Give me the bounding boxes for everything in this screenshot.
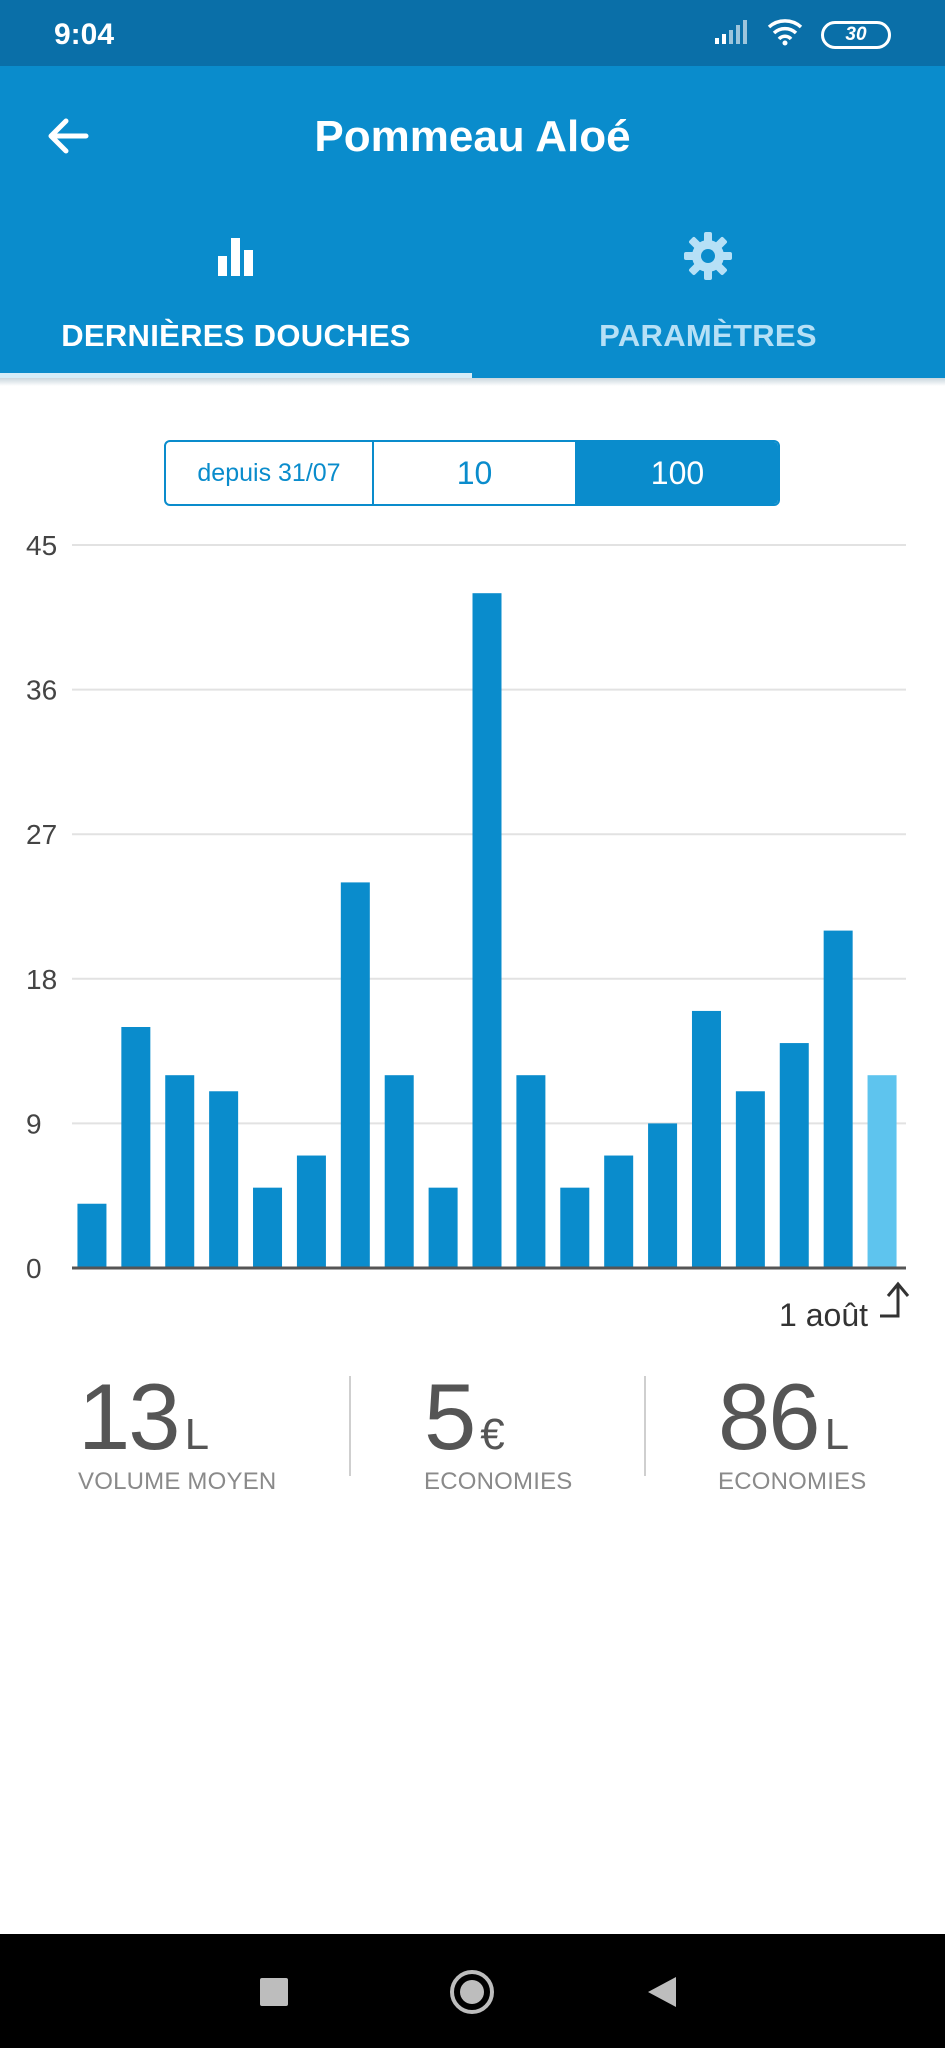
battery-icon: 30 [821,20,891,49]
arrow-left-icon [46,116,90,161]
gear-icon [682,230,734,287]
y-tick-label: 0 [26,1253,42,1284]
filter-last-10[interactable]: 10 [372,442,575,504]
stat-value: 86 [718,1364,821,1469]
tab-label: DERNIÈRES DOUCHES [61,318,411,353]
corner-arrow-icon [880,1281,910,1318]
status-icons: 30 [715,18,891,51]
y-tick-label: 36 [26,675,57,706]
chart-bar [735,1091,765,1268]
chart-bar [779,1043,809,1268]
stat-economies-euro: 5 € ECONOMIES [424,1370,572,1496]
tab-dernieres-douches[interactable]: DERNIÈRES DOUCHES [0,226,472,378]
chart-bar [253,1187,283,1268]
y-tick-label: 27 [26,819,57,850]
tab-parametres[interactable]: PARAMÈTRES [472,226,944,378]
stat-unit: € [480,1410,505,1459]
shower-volume-chart: 45 36 27 18 9 0 1 août [26,530,910,1333]
chart-bar [209,1091,239,1268]
home-circle-icon [449,1969,495,2020]
x-end-date-label: 1 août [779,1297,868,1333]
app-bar: Pommeau Aloé DERNIÈRES DOUCHES [0,66,945,378]
page-title: Pommeau Aloé [314,112,631,161]
filter-since-date[interactable]: depuis 31/07 [197,458,341,487]
stat-caption: VOLUME MOYEN [78,1468,277,1495]
stat-unit: L [184,1410,210,1459]
stats-row: 13 L VOLUME MOYEN 5 € ECONOMIES 86 L ECO… [0,1370,945,1496]
tab-indicator [0,373,472,378]
chart-bar [77,1203,107,1268]
recents-button[interactable] [244,1964,304,2024]
appbar-shadow [0,378,945,386]
chart-bar [340,882,370,1268]
chart-bar [384,1075,414,1268]
divider [349,1376,351,1476]
chart-bar [428,1187,458,1268]
system-nav-bar [0,1934,945,2048]
back-nav-button[interactable] [632,1964,692,2024]
chart-bar [560,1187,590,1268]
stat-caption: ECONOMIES [424,1468,573,1495]
chart-bar [165,1075,195,1268]
status-bar: 9:04 30 [0,0,945,66]
status-time: 9:04 [54,18,115,51]
back-triangle-icon [646,1975,678,2014]
recents-square-icon [259,1977,289,2012]
y-tick-label: 9 [26,1108,42,1139]
chart-bar [867,1075,897,1268]
back-button[interactable] [36,106,100,170]
signal-icon [715,20,749,49]
home-button[interactable] [442,1964,502,2024]
chart-bar [691,1010,721,1268]
y-tick-label: 45 [26,530,57,561]
y-tick-label: 18 [26,964,57,995]
divider [644,1376,646,1476]
chart-bar [604,1155,634,1268]
wifi-icon [767,18,803,51]
chart-bar [472,593,502,1268]
stat-caption: ECONOMIES [718,1468,867,1495]
stat-unit: L [824,1410,850,1459]
stat-economies-litres: 86 L ECONOMIES [718,1370,866,1496]
chart-bar [516,1075,546,1268]
chart-bar [648,1123,678,1268]
chart-bar [296,1155,326,1268]
period-filter: depuis 31/07 10 100 [164,440,780,506]
tab-label: PARAMÈTRES [599,318,817,353]
stat-volume-moyen: 13 L VOLUME MOYEN [78,1370,276,1496]
stat-value: 13 [78,1364,181,1469]
chart-bar [823,930,853,1268]
stat-value: 5 [424,1364,476,1469]
chart-bar [121,1027,151,1268]
filter-last-100[interactable]: 100 [575,442,778,504]
bar-chart-icon [216,236,256,281]
